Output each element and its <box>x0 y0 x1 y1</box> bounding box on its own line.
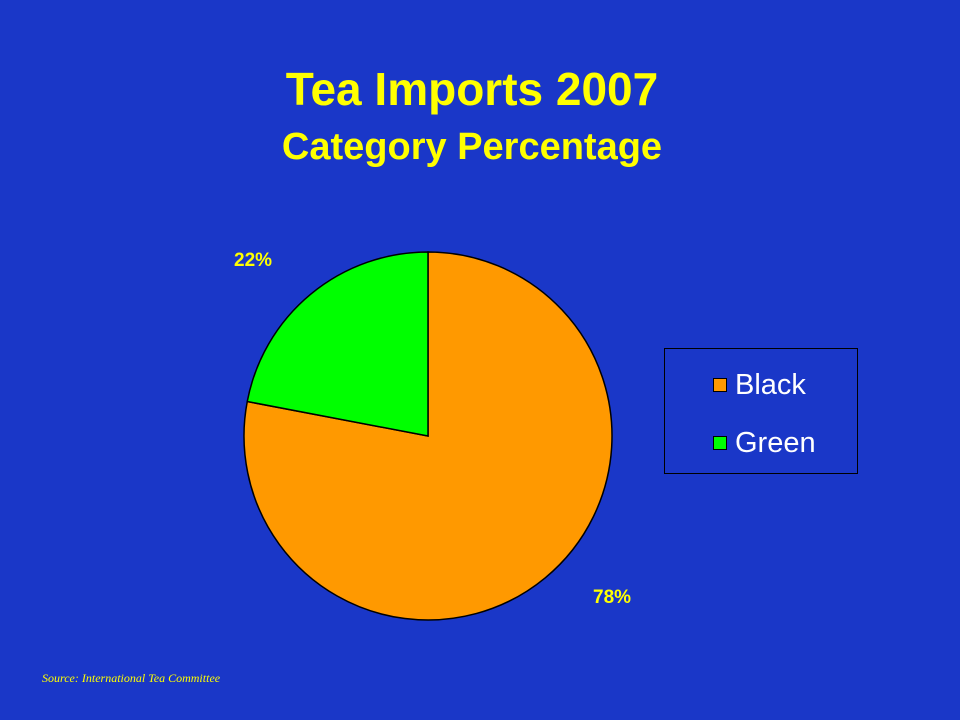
source-note: Source: International Tea Committee <box>42 671 221 685</box>
legend-label-green: Green <box>735 427 816 459</box>
legend-item-green: Green <box>713 427 816 459</box>
pie-slice-black <box>243 251 613 621</box>
slice-label-black: 78% <box>593 587 632 608</box>
chart-title: Tea Imports 2007 <box>285 63 659 115</box>
pie-slice-green <box>246 251 429 437</box>
legend-item-black: Black <box>713 369 806 401</box>
legend-label-black: Black <box>735 369 806 401</box>
legend-swatch-green <box>713 436 727 450</box>
chart-subtitle: Category Percentage <box>281 126 663 168</box>
slice-label-green: 22% <box>234 250 273 271</box>
legend-swatch-black <box>713 378 727 392</box>
chart-legend: Black Green <box>664 348 858 474</box>
